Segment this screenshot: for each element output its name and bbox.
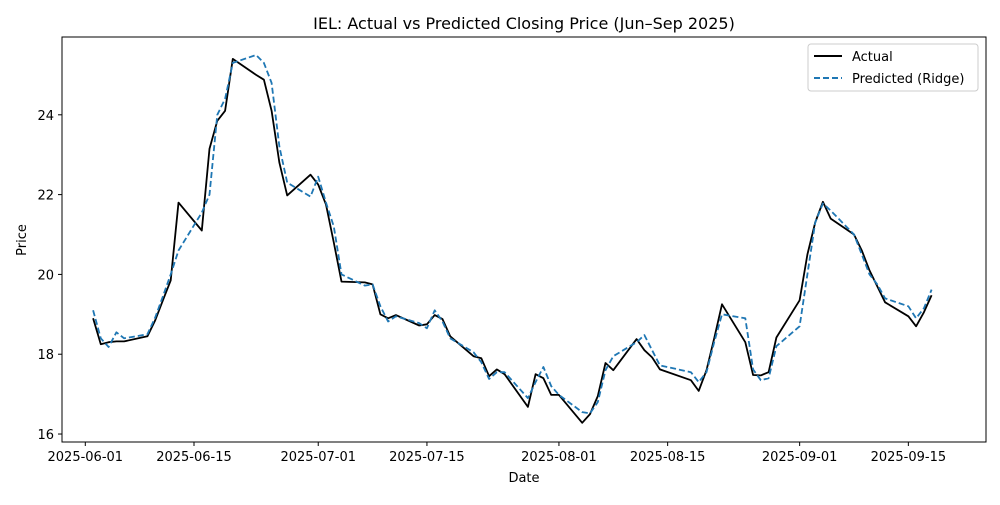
x-tick-label: 2025-07-15 [389,450,465,465]
x-tick-label: 2025-09-01 [762,450,838,465]
x-tick-label: 2025-08-15 [630,450,706,465]
series-layer [92,54,933,424]
legend-label-predicted: Predicted (Ridge) [852,72,964,87]
x-tick-label: 2025-06-01 [48,450,124,465]
y-axis-title: Price [15,224,30,256]
series-line-predicted-ridge [92,54,933,415]
y-tick-label: 20 [37,268,54,283]
y-axis: 16 18 20 22 24 [37,109,62,443]
x-tick-label: 2025-09-15 [871,450,947,465]
y-tick-label: 24 [37,109,54,124]
plot-area [61,36,987,443]
x-tick-label: 2025-06-15 [156,450,232,465]
legend-box [807,43,979,92]
y-tick-label: 22 [37,189,54,204]
chart-title: IEL: Actual vs Predicted Closing Price (… [313,14,735,33]
legend-label-actual: Actual [852,50,893,65]
x-axis-title: Date [508,471,539,486]
axes-frame [61,36,987,443]
legend: Actual Predicted (Ridge) [807,43,979,92]
y-tick-label: 16 [37,428,54,443]
x-tick-label: 2025-07-01 [280,450,356,465]
y-tick-label: 18 [37,348,54,363]
x-axis: 2025-06-01 2025-06-15 2025-07-01 2025-07-15… [48,442,947,465]
x-tick-label: 2025-08-01 [521,450,597,465]
